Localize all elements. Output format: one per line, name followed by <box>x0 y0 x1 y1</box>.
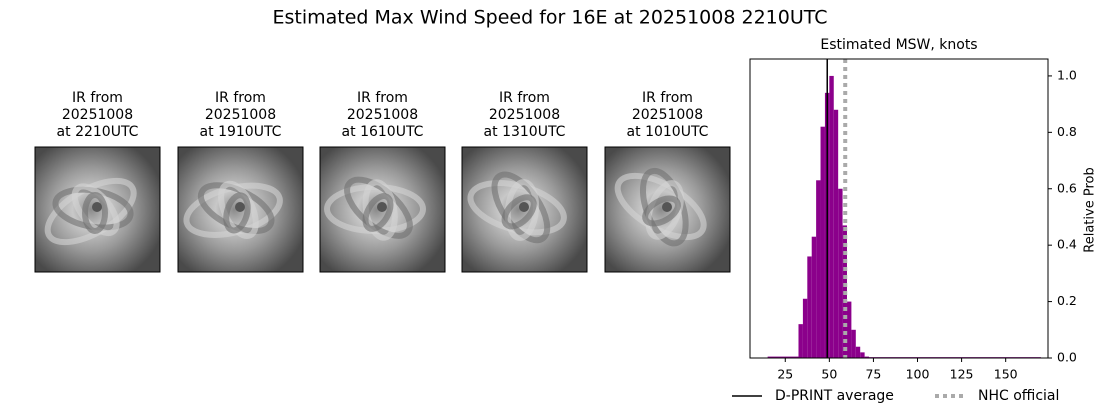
y-axis-label: Relative Prob <box>1083 167 1098 252</box>
y-tick-label: 0.4 <box>1057 237 1077 252</box>
x-tick-label: 25 <box>777 367 793 382</box>
figure-title: Estimated Max Wind Speed for 16E at 2025… <box>272 7 827 29</box>
plot-frame <box>749 58 1049 359</box>
y-tick-label: 0.8 <box>1057 124 1077 139</box>
image-title: at 2210UTC <box>57 124 139 140</box>
legend-label: NHC official <box>978 388 1059 404</box>
image-title: 20251008 <box>489 107 560 123</box>
y-tick-label: 0.6 <box>1057 180 1077 195</box>
bar <box>811 236 817 358</box>
bar <box>846 301 852 358</box>
image-title: at 1610UTC <box>342 124 424 140</box>
y-tick-label: 0.2 <box>1057 293 1077 308</box>
cloud-band <box>223 192 251 234</box>
eye <box>662 202 672 212</box>
bar <box>833 109 839 358</box>
eye <box>235 202 245 212</box>
image-title: IR from <box>642 90 693 106</box>
ir-image <box>177 146 304 273</box>
image-frame <box>461 146 588 273</box>
ir-image <box>461 146 588 273</box>
bar <box>838 188 843 358</box>
cloud-band <box>82 192 108 234</box>
cloud-band <box>501 194 537 230</box>
bar <box>851 329 856 358</box>
eye <box>377 202 387 212</box>
bar <box>820 126 825 358</box>
bar <box>864 356 870 358</box>
image-title: IR from <box>357 90 408 106</box>
cloud-band <box>642 195 681 227</box>
cloud-band <box>362 193 394 232</box>
bar <box>798 324 803 358</box>
chart-title: Estimated MSW, knots <box>820 37 977 53</box>
ir-image <box>604 146 731 273</box>
bar <box>816 180 821 358</box>
x-tick-label: 100 <box>906 367 930 382</box>
image-title: IR from <box>499 90 550 106</box>
x-tick-label: 75 <box>865 367 881 382</box>
y-tick-label: 1.0 <box>1057 67 1077 82</box>
y-tick-label: 0.0 <box>1057 350 1077 365</box>
eye <box>92 202 102 212</box>
bar <box>829 75 834 358</box>
x-tick-label: 125 <box>950 367 974 382</box>
image-title: 20251008 <box>632 107 703 123</box>
bar <box>767 356 799 358</box>
image-title: at 1310UTC <box>484 124 566 140</box>
image-title: IR from <box>72 90 123 106</box>
x-tick-label: 150 <box>994 367 1018 382</box>
image-title: 20251008 <box>62 107 133 123</box>
bar <box>807 256 812 358</box>
bar <box>855 346 861 358</box>
eye <box>519 202 529 212</box>
legend-label: D-PRINT average <box>775 388 894 404</box>
image-title: IR from <box>215 90 266 106</box>
image-frame <box>319 146 446 273</box>
bar <box>802 298 808 358</box>
image-frame <box>604 146 731 273</box>
image-title: 20251008 <box>347 107 418 123</box>
image-title: 20251008 <box>205 107 276 123</box>
image-frame <box>34 146 161 273</box>
image-title: at 1910UTC <box>200 124 282 140</box>
image-frame <box>177 146 304 273</box>
image-title: at 1010UTC <box>627 124 709 140</box>
bar <box>860 352 865 358</box>
ir-image <box>34 146 161 273</box>
ir-image <box>319 146 446 273</box>
x-tick-label: 50 <box>821 367 837 382</box>
